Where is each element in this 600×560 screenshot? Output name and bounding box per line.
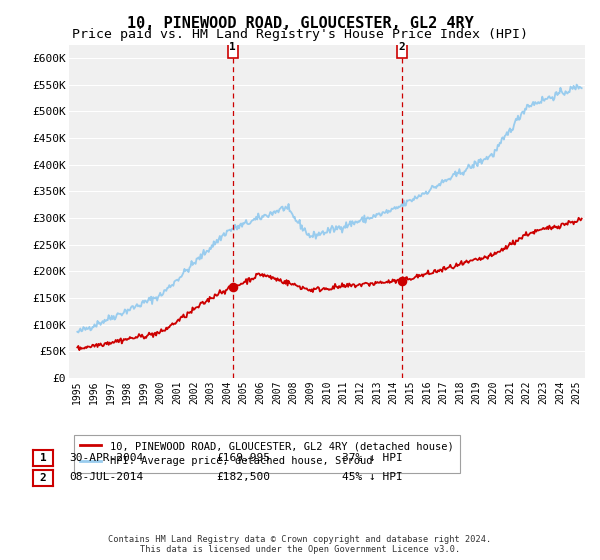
Text: 37% ↓ HPI: 37% ↓ HPI <box>342 452 403 463</box>
Text: £182,500: £182,500 <box>216 472 270 482</box>
Text: 1: 1 <box>40 453 47 463</box>
Text: Contains HM Land Registry data © Crown copyright and database right 2024.
This d: Contains HM Land Registry data © Crown c… <box>109 535 491 554</box>
FancyBboxPatch shape <box>397 37 407 58</box>
Text: £169,995: £169,995 <box>216 452 270 463</box>
Text: 2: 2 <box>399 43 406 53</box>
Text: 45% ↓ HPI: 45% ↓ HPI <box>342 472 403 482</box>
Text: Price paid vs. HM Land Registry's House Price Index (HPI): Price paid vs. HM Land Registry's House … <box>72 28 528 41</box>
Text: 2: 2 <box>40 473 47 483</box>
Text: 08-JUL-2014: 08-JUL-2014 <box>69 472 143 482</box>
Text: 10, PINEWOOD ROAD, GLOUCESTER, GL2 4RY: 10, PINEWOOD ROAD, GLOUCESTER, GL2 4RY <box>127 16 473 31</box>
Point <box>397 276 407 285</box>
FancyBboxPatch shape <box>227 37 238 58</box>
Text: 30-APR-2004: 30-APR-2004 <box>69 452 143 463</box>
Point <box>228 283 238 292</box>
Text: 1: 1 <box>229 43 236 53</box>
Legend: 10, PINEWOOD ROAD, GLOUCESTER, GL2 4RY (detached house), HPI: Average price, det: 10, PINEWOOD ROAD, GLOUCESTER, GL2 4RY (… <box>74 435 460 473</box>
